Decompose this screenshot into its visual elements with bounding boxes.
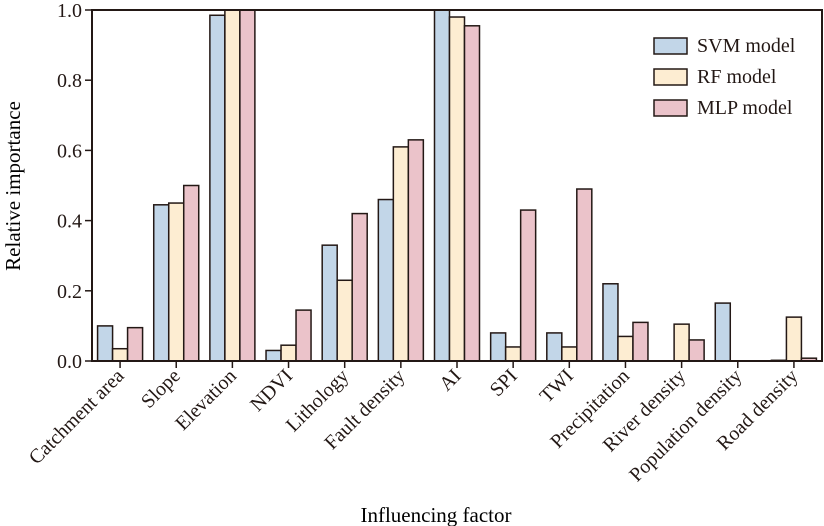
bar <box>504 346 522 362</box>
x-tick-label: AI <box>435 365 465 395</box>
bar <box>377 198 395 362</box>
bar <box>167 202 185 362</box>
y-tick-label: 0.8 <box>57 70 82 92</box>
bar <box>224 9 241 362</box>
bar <box>602 283 619 362</box>
bar <box>463 25 481 362</box>
bar <box>433 9 451 362</box>
bar <box>392 146 410 362</box>
x-tick-label: Catchment area <box>25 365 129 469</box>
x-tick-label: SPI <box>486 365 522 401</box>
bar <box>152 204 170 362</box>
bar <box>576 188 593 362</box>
bar <box>561 346 578 362</box>
legend-swatch <box>653 99 688 117</box>
legend-label: MLP model <box>697 97 793 119</box>
y-tick-label: 0.6 <box>57 140 82 162</box>
bar <box>295 309 312 362</box>
bar <box>265 349 282 362</box>
bar <box>407 139 425 362</box>
y-tick-label: 1.0 <box>57 0 82 22</box>
bar <box>182 184 200 362</box>
bar <box>714 302 732 362</box>
legend-swatch <box>653 37 688 55</box>
x-tick-label: TWI <box>536 365 578 407</box>
legend-label: SVM model <box>697 35 796 57</box>
y-tick-label: 0.2 <box>57 281 82 303</box>
bar <box>321 244 338 362</box>
bar <box>785 316 803 362</box>
y-tick-label: 0.0 <box>57 351 82 373</box>
bars-layer <box>96 9 818 362</box>
y-tick-label: 0.4 <box>57 211 82 233</box>
x-axis-label: Influencing factor <box>360 503 511 526</box>
bar <box>632 321 649 362</box>
bar <box>280 344 297 362</box>
bar <box>111 347 129 362</box>
bar <box>673 323 690 362</box>
x-tick-label: Elevation <box>171 365 241 435</box>
legend-swatch <box>653 68 688 86</box>
x-tick-label: Slope <box>137 365 185 413</box>
bar <box>489 332 507 362</box>
bar <box>126 326 144 362</box>
bar <box>546 332 563 362</box>
bar <box>519 209 537 362</box>
bar <box>351 212 368 362</box>
bar <box>209 14 226 362</box>
bar <box>96 325 114 362</box>
plot-frame <box>91 9 823 362</box>
legend-label: RF model <box>697 66 777 88</box>
x-tick-label: NDVI <box>246 365 297 416</box>
bar <box>448 16 466 362</box>
legend: SVM model RF model MLP model <box>653 35 796 119</box>
bar <box>336 279 353 362</box>
y-axis-label: Relative importance <box>1 101 25 271</box>
bar <box>239 9 256 362</box>
bar <box>617 335 634 362</box>
bar <box>688 339 705 362</box>
